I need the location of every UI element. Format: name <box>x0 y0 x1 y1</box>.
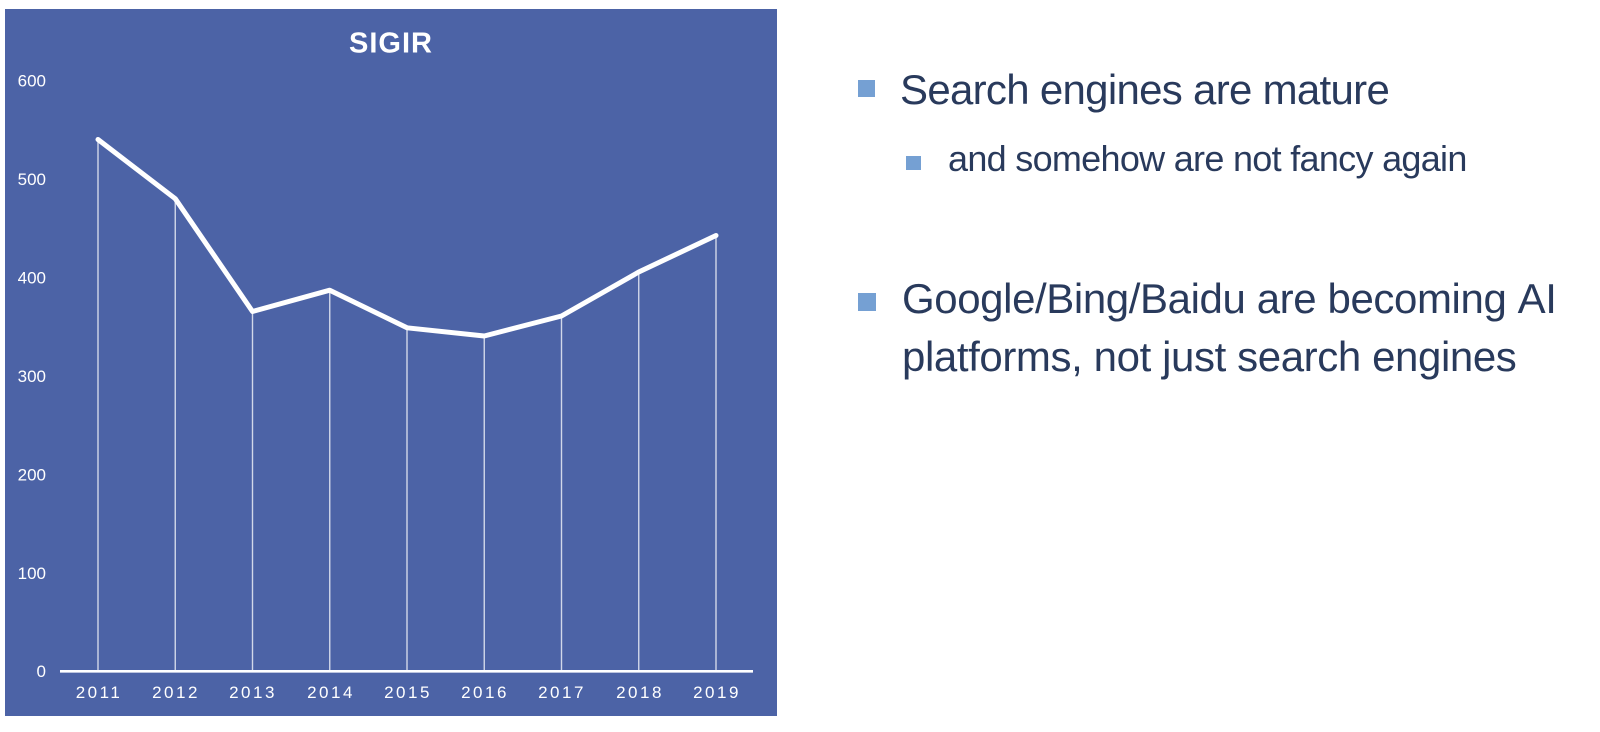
svg-text:100: 100 <box>18 564 46 583</box>
svg-text:2012: 2012 <box>152 683 200 702</box>
svg-text:300: 300 <box>18 367 46 386</box>
svg-text:2017: 2017 <box>538 683 586 702</box>
svg-text:200: 200 <box>18 465 46 484</box>
svg-text:400: 400 <box>18 269 46 288</box>
svg-text:2016: 2016 <box>461 683 509 702</box>
svg-text:2013: 2013 <box>229 683 277 702</box>
svg-text:2019: 2019 <box>693 683 741 702</box>
svg-text:2014: 2014 <box>307 683 355 702</box>
svg-text:SIGIR: SIGIR <box>349 28 433 60</box>
svg-text:2011: 2011 <box>76 683 123 702</box>
svg-text:500: 500 <box>18 170 46 189</box>
svg-text:2015: 2015 <box>384 683 432 702</box>
svg-text:2018: 2018 <box>616 683 664 702</box>
svg-text:600: 600 <box>18 72 46 91</box>
svg-text:0: 0 <box>37 662 46 681</box>
